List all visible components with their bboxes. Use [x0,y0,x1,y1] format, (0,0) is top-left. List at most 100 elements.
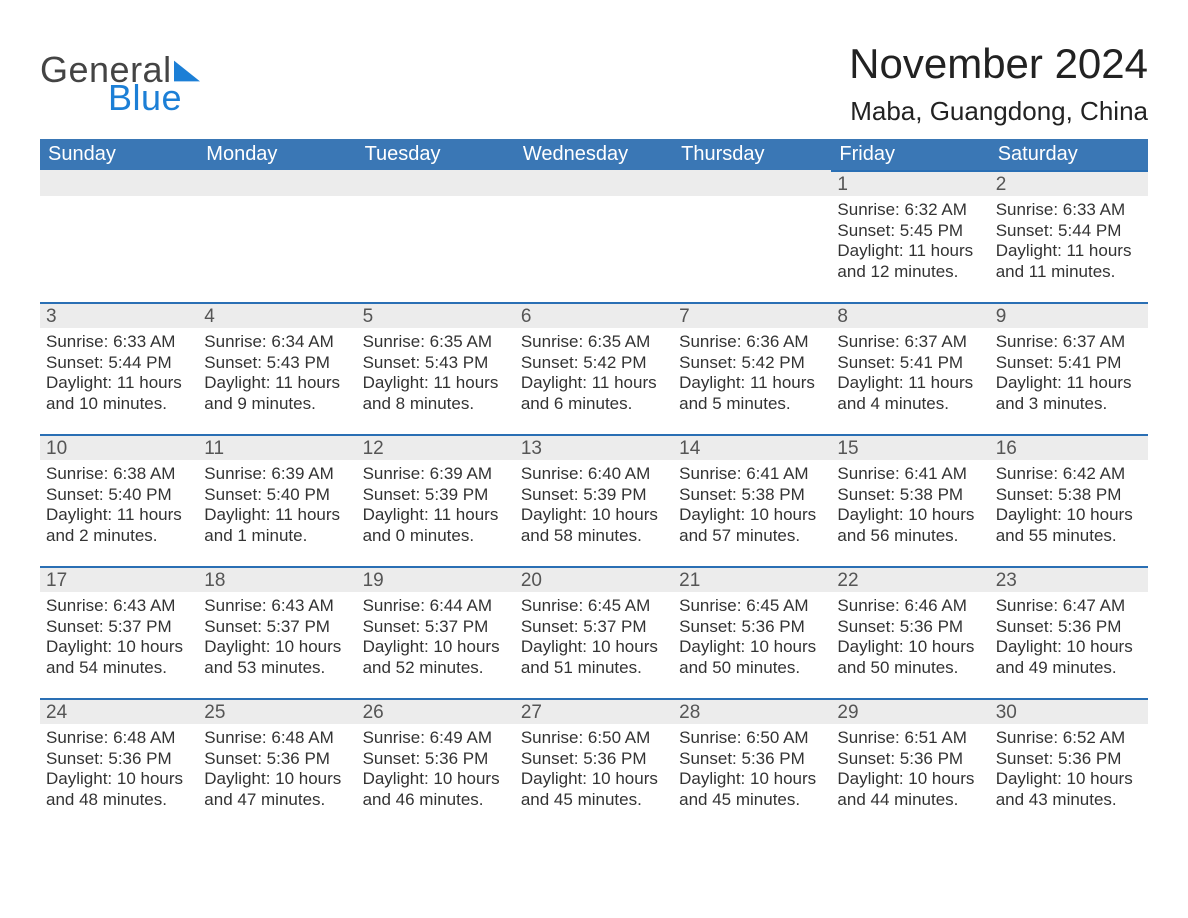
sunset-line: Sunset: 5:43 PM [204,353,350,374]
day-number [198,170,356,196]
day-info: Sunrise: 6:40 AMSunset: 5:39 PMDaylight:… [515,460,673,553]
calendar-cell: 22Sunrise: 6:46 AMSunset: 5:36 PMDayligh… [831,566,989,698]
sunset-line: Sunset: 5:42 PM [679,353,825,374]
day-info: Sunrise: 6:32 AMSunset: 5:45 PMDaylight:… [831,196,989,289]
day-info: Sunrise: 6:37 AMSunset: 5:41 PMDaylight:… [831,328,989,421]
daylight-line: Daylight: 11 hours and 9 minutes. [204,373,350,414]
day-info: Sunrise: 6:44 AMSunset: 5:37 PMDaylight:… [357,592,515,685]
daylight-line: Daylight: 10 hours and 55 minutes. [996,505,1142,546]
calendar-cell: 18Sunrise: 6:43 AMSunset: 5:37 PMDayligh… [198,566,356,698]
day-number: 16 [990,434,1148,460]
weekday-header: Thursday [673,139,831,170]
daylight-line: Daylight: 11 hours and 5 minutes. [679,373,825,414]
day-info: Sunrise: 6:43 AMSunset: 5:37 PMDaylight:… [40,592,198,685]
sunset-line: Sunset: 5:36 PM [679,749,825,770]
calendar-cell: 23Sunrise: 6:47 AMSunset: 5:36 PMDayligh… [990,566,1148,698]
day-number: 10 [40,434,198,460]
calendar-cell: 10Sunrise: 6:38 AMSunset: 5:40 PMDayligh… [40,434,198,566]
daylight-line: Daylight: 10 hours and 48 minutes. [46,769,192,810]
daylight-line: Daylight: 11 hours and 8 minutes. [363,373,509,414]
sunset-line: Sunset: 5:40 PM [46,485,192,506]
calendar-cell: 27Sunrise: 6:50 AMSunset: 5:36 PMDayligh… [515,698,673,830]
daylight-line: Daylight: 10 hours and 56 minutes. [837,505,983,546]
sunset-line: Sunset: 5:38 PM [679,485,825,506]
day-number: 26 [357,698,515,724]
calendar-cell: 3Sunrise: 6:33 AMSunset: 5:44 PMDaylight… [40,302,198,434]
sunset-line: Sunset: 5:44 PM [46,353,192,374]
sunset-line: Sunset: 5:36 PM [837,749,983,770]
day-number: 5 [357,302,515,328]
sunset-line: Sunset: 5:39 PM [521,485,667,506]
sunrise-line: Sunrise: 6:32 AM [837,200,983,221]
calendar-cell: 8Sunrise: 6:37 AMSunset: 5:41 PMDaylight… [831,302,989,434]
day-info: Sunrise: 6:36 AMSunset: 5:42 PMDaylight:… [673,328,831,421]
calendar-cell: 4Sunrise: 6:34 AMSunset: 5:43 PMDaylight… [198,302,356,434]
daylight-line: Daylight: 10 hours and 54 minutes. [46,637,192,678]
daylight-line: Daylight: 11 hours and 3 minutes. [996,373,1142,414]
calendar-cell: 15Sunrise: 6:41 AMSunset: 5:38 PMDayligh… [831,434,989,566]
calendar-cell: 30Sunrise: 6:52 AMSunset: 5:36 PMDayligh… [990,698,1148,830]
sunset-line: Sunset: 5:42 PM [521,353,667,374]
calendar-week-row: 1Sunrise: 6:32 AMSunset: 5:45 PMDaylight… [40,170,1148,302]
calendar-table: SundayMondayTuesdayWednesdayThursdayFrid… [40,139,1148,830]
day-number: 22 [831,566,989,592]
daylight-line: Daylight: 11 hours and 1 minute. [204,505,350,546]
daylight-line: Daylight: 11 hours and 10 minutes. [46,373,192,414]
sunset-line: Sunset: 5:38 PM [996,485,1142,506]
sunrise-line: Sunrise: 6:50 AM [679,728,825,749]
sunrise-line: Sunrise: 6:43 AM [204,596,350,617]
sunset-line: Sunset: 5:41 PM [996,353,1142,374]
sunrise-line: Sunrise: 6:41 AM [837,464,983,485]
daylight-line: Daylight: 11 hours and 4 minutes. [837,373,983,414]
sunset-line: Sunset: 5:40 PM [204,485,350,506]
day-number: 30 [990,698,1148,724]
day-info: Sunrise: 6:41 AMSunset: 5:38 PMDaylight:… [673,460,831,553]
sunrise-line: Sunrise: 6:49 AM [363,728,509,749]
sunset-line: Sunset: 5:39 PM [363,485,509,506]
calendar-cell: 14Sunrise: 6:41 AMSunset: 5:38 PMDayligh… [673,434,831,566]
day-number [40,170,198,196]
calendar-cell: 11Sunrise: 6:39 AMSunset: 5:40 PMDayligh… [198,434,356,566]
day-info: Sunrise: 6:39 AMSunset: 5:39 PMDaylight:… [357,460,515,553]
calendar-cell: 20Sunrise: 6:45 AMSunset: 5:37 PMDayligh… [515,566,673,698]
sunrise-line: Sunrise: 6:41 AM [679,464,825,485]
sunset-line: Sunset: 5:41 PM [837,353,983,374]
daylight-line: Daylight: 11 hours and 0 minutes. [363,505,509,546]
calendar-cell: 13Sunrise: 6:40 AMSunset: 5:39 PMDayligh… [515,434,673,566]
day-info: Sunrise: 6:41 AMSunset: 5:38 PMDaylight:… [831,460,989,553]
sunrise-line: Sunrise: 6:45 AM [679,596,825,617]
calendar-cell: 19Sunrise: 6:44 AMSunset: 5:37 PMDayligh… [357,566,515,698]
sunset-line: Sunset: 5:36 PM [46,749,192,770]
sunrise-line: Sunrise: 6:39 AM [363,464,509,485]
day-number: 27 [515,698,673,724]
day-number: 12 [357,434,515,460]
day-number: 1 [831,170,989,196]
sunrise-line: Sunrise: 6:37 AM [837,332,983,353]
sunset-line: Sunset: 5:36 PM [996,749,1142,770]
calendar-cell: 21Sunrise: 6:45 AMSunset: 5:36 PMDayligh… [673,566,831,698]
calendar-cell: 26Sunrise: 6:49 AMSunset: 5:36 PMDayligh… [357,698,515,830]
day-info: Sunrise: 6:51 AMSunset: 5:36 PMDaylight:… [831,724,989,817]
sunset-line: Sunset: 5:36 PM [363,749,509,770]
weekday-header: Friday [831,139,989,170]
sunrise-line: Sunrise: 6:37 AM [996,332,1142,353]
calendar-cell: 17Sunrise: 6:43 AMSunset: 5:37 PMDayligh… [40,566,198,698]
calendar-cell: 9Sunrise: 6:37 AMSunset: 5:41 PMDaylight… [990,302,1148,434]
sunset-line: Sunset: 5:36 PM [837,617,983,638]
calendar-cell [198,170,356,302]
day-number: 29 [831,698,989,724]
daylight-line: Daylight: 11 hours and 11 minutes. [996,241,1142,282]
calendar-cell: 25Sunrise: 6:48 AMSunset: 5:36 PMDayligh… [198,698,356,830]
sunset-line: Sunset: 5:36 PM [521,749,667,770]
brand-word-2: Blue [108,80,200,116]
weekday-header-row: SundayMondayTuesdayWednesdayThursdayFrid… [40,139,1148,170]
calendar-cell: 28Sunrise: 6:50 AMSunset: 5:36 PMDayligh… [673,698,831,830]
calendar-week-row: 17Sunrise: 6:43 AMSunset: 5:37 PMDayligh… [40,566,1148,698]
sunrise-line: Sunrise: 6:35 AM [521,332,667,353]
sunrise-line: Sunrise: 6:39 AM [204,464,350,485]
day-number: 28 [673,698,831,724]
calendar-cell: 7Sunrise: 6:36 AMSunset: 5:42 PMDaylight… [673,302,831,434]
weekday-header: Sunday [40,139,198,170]
sunset-line: Sunset: 5:37 PM [521,617,667,638]
daylight-line: Daylight: 10 hours and 49 minutes. [996,637,1142,678]
